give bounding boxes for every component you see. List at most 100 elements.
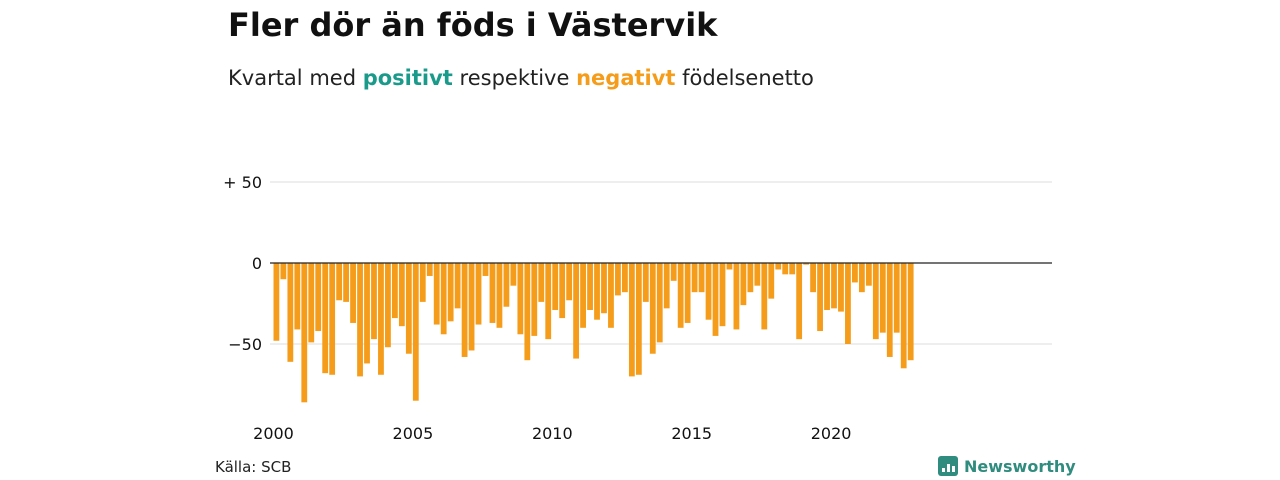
data-bar (900, 263, 907, 369)
subtitle-prefix: Kvartal med (228, 66, 357, 90)
data-bar (852, 263, 858, 283)
data-bar (371, 263, 377, 340)
data-bar (364, 263, 370, 364)
data-bar (893, 263, 900, 333)
data-bar (538, 263, 545, 302)
data-bar (698, 263, 705, 293)
data-bar (287, 263, 294, 362)
subtitle-positive-word: positivt (362, 66, 453, 90)
y-tick-label: −50 (228, 335, 262, 354)
data-bar (803, 263, 810, 265)
data-bar (447, 263, 454, 322)
data-bar (524, 263, 531, 361)
data-bar (684, 263, 691, 323)
data-bar (336, 263, 343, 301)
data-bar (468, 263, 475, 351)
data-bar (601, 263, 607, 314)
data-bar (775, 263, 782, 270)
data-bar (608, 263, 614, 328)
data-bar (315, 263, 322, 332)
data-bar (405, 263, 412, 354)
data-bar (322, 263, 329, 374)
data-bar (301, 263, 308, 403)
x-tick-label: 2015 (671, 424, 712, 443)
y-tick-label: + 50 (223, 173, 262, 192)
data-bar (761, 263, 768, 330)
data-bar (615, 263, 621, 296)
data-bar (705, 263, 712, 320)
data-bar (587, 263, 593, 310)
data-bar (280, 263, 287, 280)
data-bar (433, 263, 440, 325)
data-bar (635, 263, 642, 375)
data-bar (789, 263, 796, 275)
data-bar (545, 263, 552, 340)
data-bar (566, 263, 573, 301)
data-bar (838, 263, 844, 312)
data-bar (475, 263, 482, 325)
data-bar (712, 263, 719, 336)
data-bar (412, 263, 419, 401)
data-bar (350, 263, 356, 323)
data-bar (907, 263, 914, 361)
data-bar (308, 263, 315, 343)
data-bar (858, 263, 865, 293)
subtitle-middle: respektive (459, 66, 570, 90)
data-bar (670, 263, 677, 281)
data-bar (273, 263, 280, 341)
data-bar (419, 263, 426, 302)
data-bar (733, 263, 740, 330)
subtitle-suffix: födelsenetto (682, 66, 814, 90)
x-tick-label: 2020 (811, 424, 852, 443)
data-bar (531, 263, 538, 336)
data-bar (824, 263, 830, 310)
data-bar (385, 263, 391, 348)
data-bar (357, 263, 363, 377)
data-bar (831, 263, 837, 309)
data-bar (440, 263, 447, 335)
data-bar (691, 263, 698, 293)
y-tick-label: 0 (252, 254, 262, 273)
subtitle-negative-word: negativt (576, 66, 676, 90)
data-bar (872, 263, 879, 340)
data-bar (768, 263, 775, 299)
x-tick-label: 2000 (253, 424, 294, 443)
data-bar (489, 263, 496, 323)
data-bar (454, 263, 461, 309)
data-bar (378, 263, 384, 375)
data-bar (398, 263, 405, 327)
data-bar (503, 263, 510, 307)
chart-subtitle: Kvartal med positivt respektive negativt… (228, 66, 814, 90)
data-bar (747, 263, 754, 293)
data-bar (580, 263, 586, 328)
brand: Newsworthy (938, 456, 1076, 476)
data-bar (517, 263, 524, 335)
bar-chart-logo-icon (938, 456, 958, 476)
data-bar (461, 263, 468, 357)
data-bar (294, 263, 301, 330)
data-bar (642, 263, 649, 302)
x-tick-label: 2005 (393, 424, 434, 443)
source-note: Källa: SCB (215, 458, 292, 476)
data-bar (845, 263, 851, 344)
data-bar (726, 263, 733, 270)
chart-title: Fler dör än föds i Västervik (228, 6, 718, 44)
data-bar (329, 263, 336, 375)
data-bar (391, 263, 398, 319)
data-bar (559, 263, 566, 319)
data-bar (496, 263, 503, 328)
brand-name: Newsworthy (964, 456, 1076, 476)
data-bar (482, 263, 489, 276)
data-bar (796, 263, 803, 340)
data-bar (622, 263, 628, 293)
data-bar (865, 263, 872, 286)
data-bar (594, 263, 600, 320)
data-bar (719, 263, 726, 327)
data-bar (782, 263, 789, 275)
data-bar (754, 263, 761, 286)
data-bar (426, 263, 433, 276)
x-tick-label: 2010 (532, 424, 573, 443)
data-bar (510, 263, 517, 286)
data-bar (552, 263, 559, 310)
